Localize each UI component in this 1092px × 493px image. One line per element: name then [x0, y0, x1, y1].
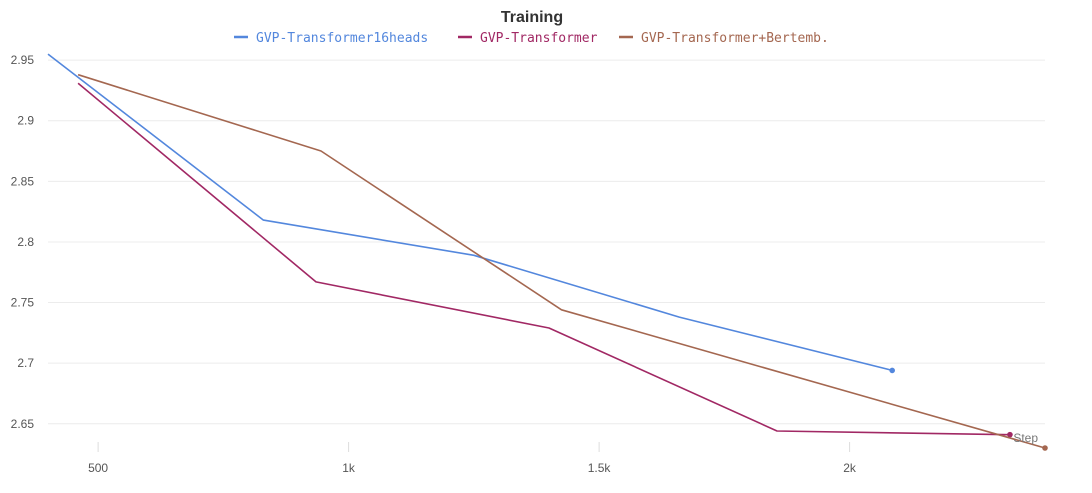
- x-tick-label: 1k: [342, 461, 356, 475]
- series-line-1: [47, 53, 893, 372]
- data-point: [1007, 431, 1013, 438]
- legend-label: GVP-Transformer: [480, 31, 598, 46]
- legend-label: GVP-Transformer16heads: [256, 31, 428, 46]
- x-tick-label: 2k: [843, 461, 857, 475]
- chart-title: Training: [501, 9, 563, 26]
- x-tick-label: 500: [88, 461, 108, 475]
- y-tick-label: 2.75: [11, 296, 35, 310]
- x-axis-label: Step: [1013, 431, 1038, 445]
- grid-lines: [48, 59, 1045, 425]
- y-axis: 2.65 2.7 2.75 2.8 2.85 2.9 2.95: [11, 53, 35, 431]
- x-tick-label: 1.5k: [588, 461, 612, 475]
- y-tick-label: 2.7: [17, 356, 34, 370]
- legend-label: GVP-Transformer+Bertemb.: [641, 31, 829, 46]
- x-axis: 500 1k 1.5k 2k: [88, 442, 857, 475]
- y-tick-label: 2.65: [11, 417, 35, 431]
- y-tick-label: 2.9: [17, 114, 34, 128]
- series-layer: [47, 53, 1048, 451]
- y-tick-label: 2.8: [17, 235, 34, 249]
- data-point: [1042, 445, 1048, 451]
- series-line-3: [77, 73, 1046, 449]
- chart-legend: GVP-Transformer16heads GVP-Transformer GVP…: [234, 31, 829, 46]
- data-point: [889, 367, 895, 374]
- y-tick-label: 2.85: [11, 174, 35, 188]
- series-line-2: [77, 82, 1010, 436]
- y-tick-label: 2.95: [11, 53, 35, 67]
